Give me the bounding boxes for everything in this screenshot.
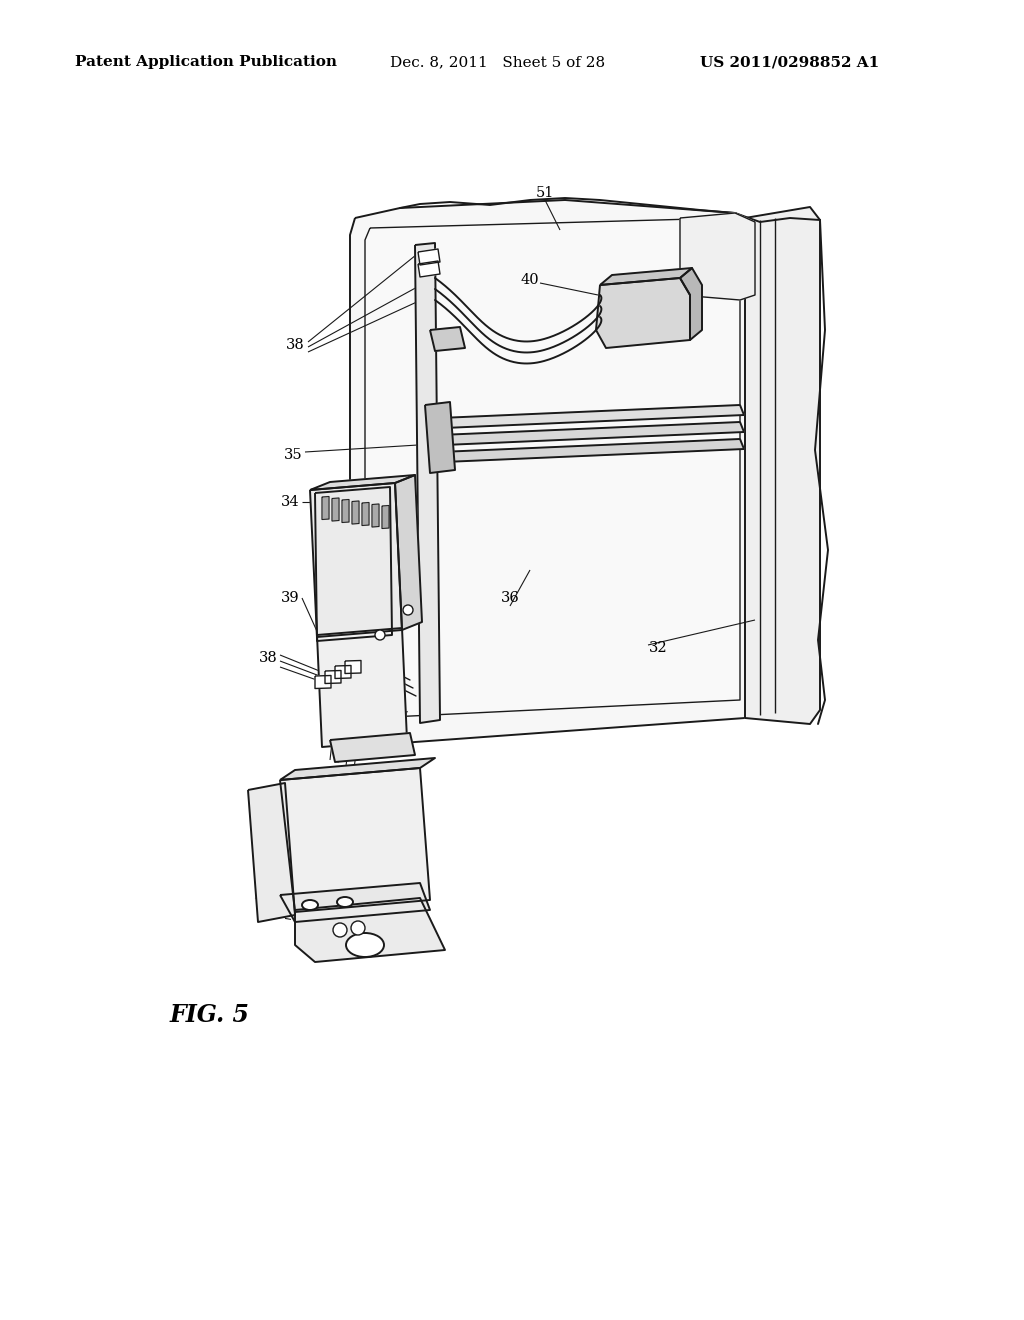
Polygon shape (342, 499, 349, 523)
Polygon shape (418, 249, 440, 265)
Polygon shape (745, 207, 820, 723)
Polygon shape (345, 660, 361, 673)
Text: 33: 33 (376, 871, 394, 884)
Polygon shape (680, 268, 702, 341)
Polygon shape (350, 201, 760, 748)
Circle shape (351, 921, 365, 935)
Polygon shape (395, 475, 422, 630)
Polygon shape (310, 475, 415, 490)
Circle shape (375, 630, 385, 640)
Polygon shape (325, 671, 341, 684)
Polygon shape (596, 279, 690, 348)
Polygon shape (425, 403, 455, 473)
Polygon shape (600, 268, 692, 285)
Polygon shape (372, 504, 379, 527)
Polygon shape (440, 422, 744, 445)
Text: US 2011/0298852 A1: US 2011/0298852 A1 (700, 55, 880, 69)
Text: FIG. 5: FIG. 5 (170, 1003, 250, 1027)
Polygon shape (680, 213, 755, 300)
Polygon shape (322, 496, 329, 520)
Polygon shape (248, 783, 295, 921)
Polygon shape (330, 733, 415, 762)
Polygon shape (352, 502, 359, 524)
Polygon shape (382, 506, 389, 528)
Text: 39: 39 (281, 591, 299, 605)
Ellipse shape (302, 900, 318, 909)
Text: 38: 38 (286, 338, 304, 352)
Text: 35: 35 (284, 447, 302, 462)
Polygon shape (365, 218, 740, 718)
Text: 32: 32 (648, 642, 668, 655)
Polygon shape (280, 768, 430, 912)
Polygon shape (430, 327, 465, 351)
Polygon shape (317, 628, 407, 747)
Text: Patent Application Publication: Patent Application Publication (75, 55, 337, 69)
Text: 36: 36 (501, 591, 519, 605)
Circle shape (333, 923, 347, 937)
Polygon shape (440, 440, 744, 462)
Polygon shape (440, 405, 744, 428)
Polygon shape (332, 498, 339, 521)
Text: 34: 34 (281, 495, 299, 510)
Polygon shape (362, 503, 369, 525)
Polygon shape (280, 758, 435, 780)
Polygon shape (415, 243, 440, 723)
Polygon shape (418, 261, 440, 277)
Text: 37: 37 (391, 711, 410, 725)
Text: 40: 40 (520, 273, 540, 286)
Circle shape (403, 605, 413, 615)
Text: Dec. 8, 2011   Sheet 5 of 28: Dec. 8, 2011 Sheet 5 of 28 (390, 55, 605, 69)
Polygon shape (295, 898, 445, 962)
Polygon shape (310, 483, 402, 638)
Polygon shape (315, 676, 331, 689)
Polygon shape (335, 665, 351, 678)
Polygon shape (280, 883, 430, 921)
Ellipse shape (337, 898, 353, 907)
Ellipse shape (346, 933, 384, 957)
Text: 38: 38 (259, 651, 278, 665)
Text: 51: 51 (536, 186, 554, 201)
